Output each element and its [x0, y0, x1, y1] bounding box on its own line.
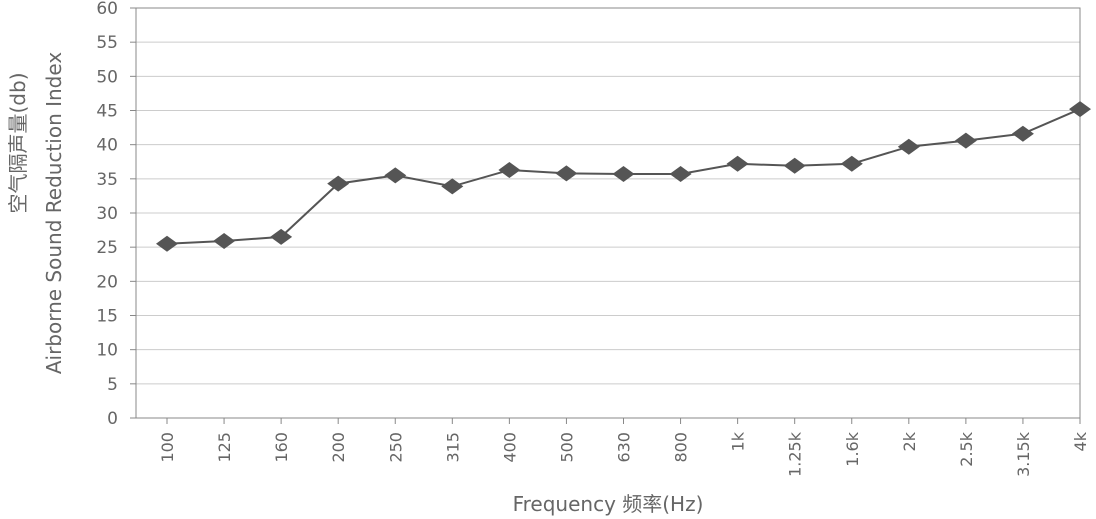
y-tick-label: 10	[96, 341, 118, 361]
y-axis-title-chinese: 空气隔声量(db)	[6, 73, 30, 214]
data-point-marker	[441, 178, 464, 195]
y-tick-label: 50	[96, 67, 118, 87]
x-tick-label: 3.15k	[1014, 431, 1033, 477]
y-tick-label: 55	[96, 33, 118, 53]
data-point-marker	[897, 138, 920, 155]
data-point-marker	[1069, 101, 1091, 118]
x-tick-label: 500	[557, 432, 576, 463]
x-tick-label: 200	[329, 432, 348, 463]
data-point-marker	[783, 157, 806, 174]
x-axis: 100 125 160 200 250 315 400 500 630 800 1k 1.25k 1.6…	[158, 418, 1090, 477]
y-tick-label: 0	[107, 409, 118, 429]
data-point-marker	[840, 155, 863, 172]
y-axis: 0 5 10 15 20 25 30 35 40 45 50 55 60	[96, 0, 136, 429]
x-tick-label: 400	[500, 432, 519, 463]
data-point-marker	[384, 167, 407, 184]
y-tick-label: 15	[96, 307, 118, 327]
data-point-marker	[669, 166, 692, 182]
x-tick-label: 2k	[900, 431, 919, 451]
data-point-marker	[954, 132, 977, 149]
data-point-marker	[498, 162, 521, 178]
x-tick-label: 250	[386, 432, 405, 463]
data-point-marker	[156, 235, 178, 252]
x-tick-label: 630	[615, 432, 634, 463]
y-tick-label: 25	[96, 238, 118, 258]
y-tick-label: 30	[96, 204, 118, 224]
grid-lines	[136, 41, 1080, 385]
series-markers	[156, 101, 1091, 252]
y-tick-label: 5	[107, 375, 118, 395]
x-tick-label: 315	[443, 432, 462, 463]
x-tick-label: 1.6k	[843, 431, 862, 466]
data-point-marker	[726, 155, 749, 172]
data-point-marker	[213, 233, 236, 249]
x-tick-label: 160	[272, 432, 291, 463]
y-tick-label: 20	[96, 272, 118, 292]
y-axis-title-english: Airborne Sound Reduction Index	[42, 52, 66, 374]
data-point-marker	[270, 228, 293, 245]
y-tick-label: 45	[96, 102, 118, 122]
x-tick-label: 800	[672, 432, 691, 463]
x-tick-label: 1.25k	[786, 431, 805, 477]
data-point-marker	[1011, 125, 1034, 142]
x-tick-label: 100	[158, 432, 177, 463]
x-axis-title: Frequency 频率(Hz)	[513, 492, 704, 516]
y-tick-label: 35	[96, 170, 118, 190]
y-tick-label: 60	[96, 0, 118, 19]
x-tick-label: 125	[215, 432, 234, 463]
data-point-marker	[327, 175, 350, 192]
data-point-marker	[612, 166, 635, 182]
x-tick-label: 4k	[1071, 431, 1090, 451]
x-tick-label: 2.5k	[957, 431, 976, 466]
x-tick-label: 1k	[729, 431, 748, 451]
y-tick-label: 40	[96, 136, 118, 156]
data-point-marker	[555, 165, 578, 182]
